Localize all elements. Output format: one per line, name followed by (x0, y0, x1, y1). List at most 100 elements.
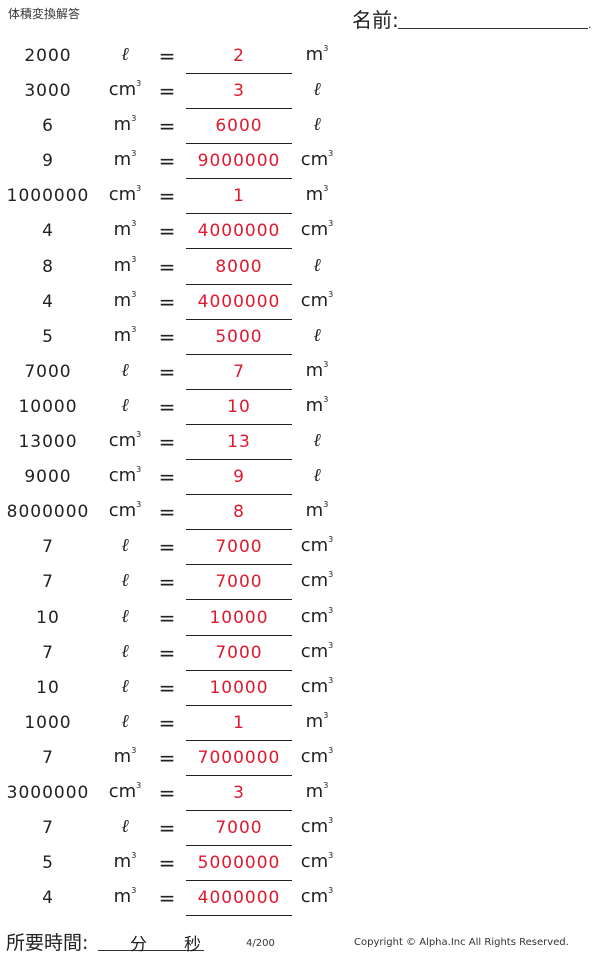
answer-underline (186, 739, 292, 741)
answer-value[interactable]: 13 (227, 432, 251, 453)
liter-symbol: ℓ (313, 465, 321, 487)
to-unit: m3 (296, 184, 338, 205)
answer-value[interactable]: 3 (233, 81, 245, 102)
problem-row: 3000 cm3 = 3 ℓ (0, 75, 600, 110)
answer-value[interactable]: 7000 (215, 818, 263, 839)
problem-row: 1000 ℓ = 1 m3 (0, 707, 600, 742)
problem-row: 1000000 cm3 = 1 m3 (0, 180, 600, 215)
problem-row: 4 m3 = 4000000 cm3 (0, 215, 600, 250)
problem-row: 7 ℓ = 7000 cm3 (0, 812, 600, 847)
unit-base: cm (108, 780, 137, 802)
equals-sign: = (158, 851, 176, 876)
answer-value[interactable]: 9 (233, 467, 245, 488)
answer-value[interactable]: 7000 (215, 537, 263, 558)
unit-base: cm (300, 570, 329, 592)
given-value: 2000 (24, 46, 72, 66)
liter-symbol: ℓ (313, 430, 321, 452)
unit-base: m (113, 289, 132, 311)
given-value: 1000000 (6, 186, 90, 207)
answer-underline (186, 599, 292, 601)
to-unit: cm3 (296, 851, 338, 872)
cube-superscript: 3 (328, 605, 334, 615)
from-unit: ℓ (104, 570, 146, 591)
given-value: 9 (42, 151, 54, 172)
unit-base: m (113, 851, 132, 873)
answer-value[interactable]: 4000000 (197, 291, 281, 312)
equals-sign: = (158, 710, 176, 735)
equals-sign: = (158, 675, 176, 700)
unit-base: cm (108, 79, 137, 101)
answer-value[interactable]: 7000 (215, 572, 263, 593)
from-unit: ℓ (104, 360, 146, 381)
unit-base: cm (300, 816, 329, 838)
answer-value[interactable]: 4000000 (197, 888, 281, 909)
from-unit: cm3 (104, 184, 146, 205)
unit-base: cm (300, 149, 329, 171)
answer-value[interactable]: 7000000 (197, 747, 281, 768)
time-label: 所要時間: (6, 932, 89, 954)
answer-value[interactable]: 3 (233, 782, 245, 803)
liter-symbol: ℓ (121, 710, 129, 732)
equals-sign: = (158, 570, 176, 595)
to-unit: m3 (296, 711, 338, 732)
to-unit: cm3 (296, 746, 338, 767)
to-unit: m3 (296, 395, 338, 416)
problem-row: 6 m3 = 6000 ℓ (0, 110, 600, 145)
liter-symbol: ℓ (121, 44, 129, 65)
unit-base: m (305, 780, 324, 802)
name-field[interactable]: 名前: . (352, 4, 592, 32)
name-underline (398, 28, 588, 29)
from-unit: m3 (104, 149, 146, 170)
answer-value[interactable]: 10 (227, 396, 251, 417)
cube-superscript: 3 (328, 640, 334, 650)
to-unit: cm3 (296, 606, 338, 627)
problem-row: 4 m3 = 4000000 cm3 (0, 882, 600, 917)
to-unit: cm3 (296, 219, 338, 240)
unit-base: cm (300, 745, 329, 767)
answer-value[interactable]: 9000000 (197, 151, 281, 172)
answer-value[interactable]: 6000 (215, 116, 263, 137)
answer-value[interactable]: 8 (233, 502, 245, 523)
answer-underline (186, 634, 292, 636)
from-unit: m3 (104, 325, 146, 346)
answer-value[interactable]: 10000 (209, 607, 269, 628)
equals-sign: = (158, 745, 176, 770)
liter-symbol: ℓ (121, 570, 129, 592)
equals-sign: = (158, 289, 176, 314)
cube-superscript: 3 (328, 816, 334, 826)
answer-value[interactable]: 5000000 (197, 853, 281, 874)
unit-base: m (113, 886, 132, 908)
to-unit: cm3 (296, 676, 338, 697)
equals-sign: = (158, 465, 176, 490)
answer-underline (186, 178, 292, 180)
cube-superscript: 3 (131, 851, 137, 861)
answer-value[interactable]: 5000 (215, 326, 263, 347)
answer-value[interactable]: 7000 (215, 642, 263, 663)
cube-superscript: 3 (136, 780, 142, 790)
answer-value[interactable]: 7 (233, 361, 245, 382)
to-unit: cm3 (296, 290, 338, 311)
answer-underline (186, 494, 292, 496)
answer-value[interactable]: 4000000 (197, 221, 281, 242)
answer-value[interactable]: 8000 (215, 256, 263, 277)
to-unit: m3 (296, 44, 338, 65)
to-unit: cm3 (296, 570, 338, 591)
problem-row: 10 ℓ = 10000 cm3 (0, 672, 600, 707)
given-value: 5 (42, 853, 54, 874)
cube-superscript: 3 (328, 851, 334, 861)
from-unit: ℓ (104, 711, 146, 732)
answer-value[interactable]: 1 (233, 712, 245, 733)
answer-value[interactable]: 10000 (209, 677, 269, 698)
equals-sign: = (158, 44, 176, 68)
equals-sign: = (158, 535, 176, 560)
unit-base: m (113, 254, 132, 276)
cube-superscript: 3 (328, 745, 334, 755)
given-value: 3000 (24, 81, 72, 102)
cube-superscript: 3 (328, 570, 334, 580)
answer-value[interactable]: 1 (233, 186, 245, 207)
unit-base: cm (300, 219, 329, 241)
problem-list: 2000 ℓ = 2 m3 3000 cm3 = 3 ℓ 6 m3 = 6000 ℓ 9 m3 = 9000000 c… (0, 40, 600, 917)
answer-value[interactable]: 2 (233, 46, 245, 66)
cube-superscript: 3 (328, 149, 334, 159)
equals-sign: = (158, 886, 176, 911)
